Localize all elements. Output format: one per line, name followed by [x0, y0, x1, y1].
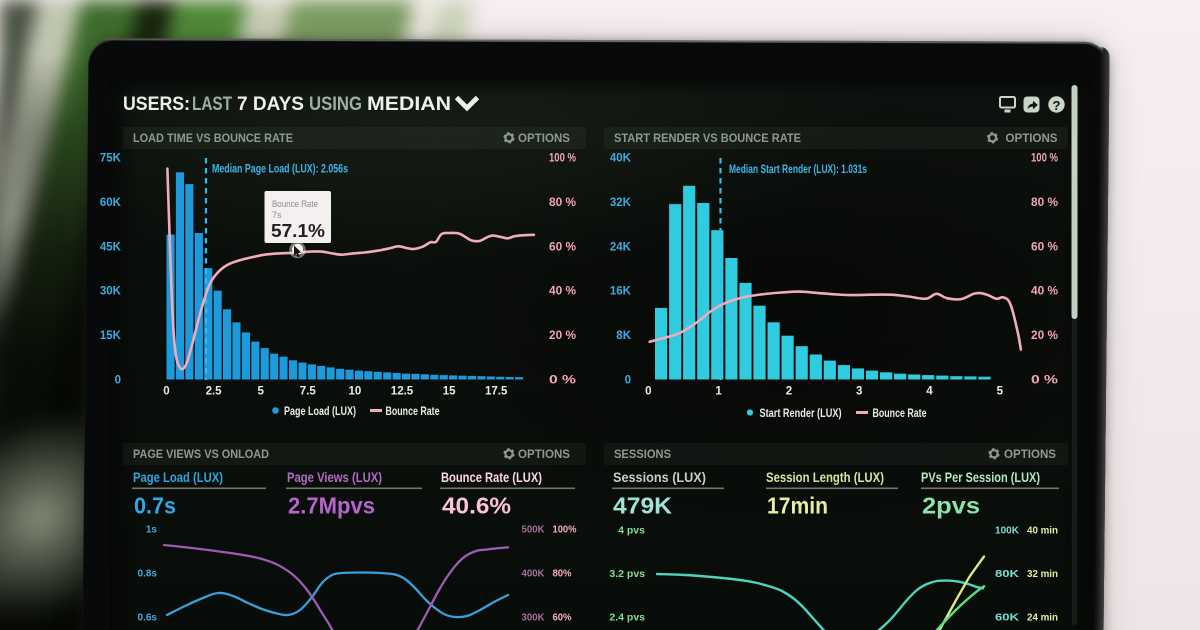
- svg-text:17min: 17min: [767, 493, 828, 519]
- svg-text:PVs Per Session (LUX): PVs Per Session (LUX): [921, 469, 1040, 485]
- svg-text:3: 3: [856, 386, 862, 398]
- svg-text:20 %: 20 %: [1031, 330, 1058, 342]
- svg-text:479K: 479K: [613, 493, 672, 519]
- svg-text:40.6%: 40.6%: [442, 493, 511, 519]
- svg-text:2.4 pvs: 2.4 pvs: [609, 612, 645, 624]
- svg-text:OPTIONS: OPTIONS: [1006, 131, 1058, 145]
- svg-text:OPTIONS: OPTIONS: [518, 131, 570, 145]
- svg-text:Session Length (LUX): Session Length (LUX): [766, 469, 884, 485]
- svg-text:300K: 300K: [522, 612, 546, 623]
- svg-text:Page Load (LUX): Page Load (LUX): [133, 469, 223, 485]
- svg-text:100 %: 100 %: [549, 153, 576, 165]
- svg-text:Start Render (LUX): Start Render (LUX): [760, 406, 842, 420]
- svg-text:60K: 60K: [995, 612, 1020, 624]
- svg-text:USING: USING: [309, 94, 362, 115]
- svg-text:4: 4: [926, 386, 933, 398]
- svg-text:24 min: 24 min: [1027, 612, 1058, 624]
- svg-text:60%: 60%: [553, 612, 572, 623]
- svg-text:USERS:: USERS:: [123, 94, 190, 115]
- svg-text:0: 0: [645, 386, 651, 398]
- svg-text:1s: 1s: [146, 525, 158, 536]
- svg-text:32K: 32K: [610, 197, 632, 209]
- svg-text:0.8s: 0.8s: [138, 569, 158, 580]
- svg-text:40K: 40K: [610, 153, 632, 165]
- svg-text:7 DAYS: 7 DAYS: [237, 94, 304, 115]
- svg-text:80 %: 80 %: [1031, 197, 1058, 209]
- svg-text:40 %: 40 %: [1031, 286, 1058, 298]
- svg-text:OPTIONS: OPTIONS: [1004, 447, 1056, 461]
- svg-text:40 min: 40 min: [1027, 525, 1058, 537]
- svg-text:12.5: 12.5: [391, 386, 414, 398]
- svg-text:?: ?: [1053, 98, 1061, 113]
- svg-text:60 %: 60 %: [549, 241, 576, 253]
- svg-text:24K: 24K: [610, 241, 632, 253]
- svg-text:Median Start Render (LUX): 1.0: Median Start Render (LUX): 1.031s: [729, 164, 867, 176]
- svg-text:5: 5: [997, 386, 1004, 398]
- svg-text:80K: 80K: [995, 568, 1020, 580]
- svg-text:16K: 16K: [610, 286, 632, 298]
- svg-text:17.5: 17.5: [485, 386, 508, 398]
- svg-text:Sessions (LUX): Sessions (LUX): [613, 469, 706, 485]
- svg-text:4 pvs: 4 pvs: [618, 525, 645, 537]
- svg-text:500K: 500K: [522, 525, 546, 536]
- svg-text:7.5: 7.5: [300, 386, 317, 398]
- svg-text:0: 0: [163, 386, 169, 398]
- svg-text:80 %: 80 %: [549, 197, 576, 209]
- svg-text:30K: 30K: [100, 286, 122, 298]
- svg-text:MEDIAN: MEDIAN: [367, 94, 451, 115]
- svg-text:8K: 8K: [616, 330, 631, 342]
- svg-text:0 %: 0 %: [549, 375, 576, 387]
- svg-text:Bounce Rate: Bounce Rate: [873, 406, 927, 420]
- svg-text:5: 5: [257, 386, 264, 398]
- svg-text:2.5: 2.5: [206, 386, 223, 398]
- svg-text:SESSIONS: SESSIONS: [614, 447, 671, 461]
- svg-text:OPTIONS: OPTIONS: [518, 447, 570, 461]
- svg-text:45K: 45K: [100, 241, 122, 253]
- svg-text:32 min: 32 min: [1027, 568, 1058, 580]
- svg-text:60K: 60K: [100, 197, 122, 209]
- svg-text:Bounce Rate (LUX): Bounce Rate (LUX): [441, 469, 542, 485]
- svg-text:1: 1: [715, 386, 722, 398]
- svg-text:2pvs: 2pvs: [922, 493, 980, 519]
- svg-text:0: 0: [115, 375, 121, 387]
- svg-text:START RENDER VS BOUNCE RATE: START RENDER VS BOUNCE RATE: [614, 131, 801, 145]
- svg-text:80%: 80%: [553, 569, 572, 580]
- svg-text:0 %: 0 %: [1031, 375, 1058, 387]
- svg-text:57.1%: 57.1%: [271, 221, 325, 241]
- svg-text:PAGE VIEWS VS ONLOAD: PAGE VIEWS VS ONLOAD: [133, 447, 269, 461]
- svg-text:75K: 75K: [100, 153, 122, 165]
- svg-text:20 %: 20 %: [549, 330, 576, 342]
- svg-text:Bounce Rate: Bounce Rate: [272, 199, 318, 210]
- svg-text:0.6s: 0.6s: [138, 612, 158, 623]
- svg-text:100K: 100K: [995, 525, 1019, 537]
- svg-text:Median Page Load (LUX): 2.056s: Median Page Load (LUX): 2.056s: [212, 164, 348, 176]
- svg-text:7s: 7s: [272, 210, 282, 220]
- svg-text:Page Views (LUX): Page Views (LUX): [287, 469, 382, 485]
- svg-text:15K: 15K: [100, 330, 122, 342]
- svg-text:2: 2: [786, 386, 792, 398]
- svg-text:LAST: LAST: [192, 94, 232, 115]
- svg-text:Page Load (LUX): Page Load (LUX): [284, 404, 356, 418]
- svg-text:15: 15: [443, 386, 456, 398]
- svg-text:400K: 400K: [522, 569, 546, 580]
- svg-text:0.7s: 0.7s: [134, 493, 176, 519]
- svg-text:0: 0: [625, 375, 631, 387]
- svg-text:100 %: 100 %: [1031, 153, 1058, 165]
- svg-text:3.2 pvs: 3.2 pvs: [609, 568, 645, 580]
- svg-text:Bounce Rate: Bounce Rate: [386, 404, 440, 418]
- svg-text:100%: 100%: [553, 525, 577, 536]
- svg-text:2.7Mpvs: 2.7Mpvs: [288, 493, 375, 519]
- svg-text:LOAD TIME VS BOUNCE RATE: LOAD TIME VS BOUNCE RATE: [133, 131, 293, 145]
- svg-text:60 %: 60 %: [1031, 241, 1058, 253]
- svg-text:40 %: 40 %: [549, 286, 576, 298]
- svg-text:10: 10: [349, 386, 362, 398]
